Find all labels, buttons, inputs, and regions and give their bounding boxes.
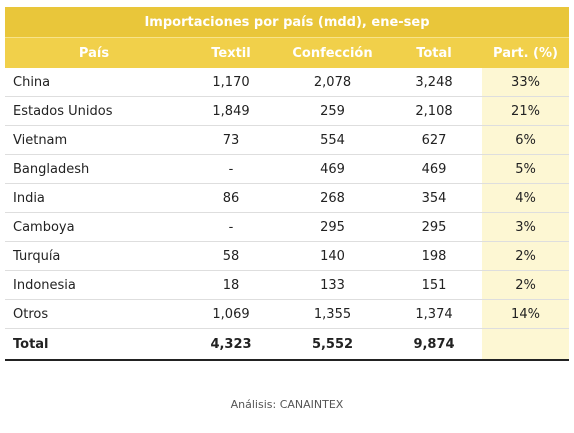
- cell-country: Turquía: [5, 241, 183, 271]
- cell-confeccion: 1,355: [279, 299, 386, 329]
- cell-total: 469: [386, 154, 482, 184]
- cell-total-total: 9,874: [386, 328, 482, 361]
- cell-confeccion: 268: [279, 183, 386, 213]
- table-row: Turquía 58 140 198 2%: [5, 241, 569, 271]
- cell-country: Indonesia: [5, 270, 183, 300]
- cell-share: 2%: [482, 241, 569, 271]
- cell-share: 4%: [482, 183, 569, 213]
- cell-country: China: [5, 68, 183, 97]
- table-row: Indonesia 18 133 151 2%: [5, 270, 569, 300]
- cell-share: 6%: [482, 125, 569, 155]
- cell-total: 151: [386, 270, 482, 300]
- cell-textil: -: [183, 154, 279, 184]
- table-row: Bangladesh - 469 469 5%: [5, 154, 569, 184]
- cell-confeccion: 133: [279, 270, 386, 300]
- cell-textil: 1,849: [183, 96, 279, 126]
- cell-confeccion: 140: [279, 241, 386, 271]
- cell-total-label: Total: [5, 328, 183, 361]
- table-title: Importaciones por país (mdd), ene-sep: [5, 7, 569, 38]
- cell-country: Estados Unidos: [5, 96, 183, 126]
- table-row: Vietnam 73 554 627 6%: [5, 125, 569, 155]
- cell-total: 627: [386, 125, 482, 155]
- column-header-part: Part. (%): [482, 37, 569, 68]
- table-row: India 86 268 354 4%: [5, 183, 569, 213]
- cell-textil: -: [183, 212, 279, 242]
- cell-confeccion: 2,078: [279, 68, 386, 97]
- cell-share: 33%: [482, 68, 569, 97]
- cell-textil: 73: [183, 125, 279, 155]
- table-total-row: Total 4,323 5,552 9,874: [5, 328, 569, 361]
- cell-total: 3,248: [386, 68, 482, 97]
- column-header-pais: País: [5, 37, 183, 68]
- cell-country: Vietnam: [5, 125, 183, 155]
- cell-country: Bangladesh: [5, 154, 183, 184]
- table-title-row: Importaciones por país (mdd), ene-sep: [5, 7, 569, 38]
- table-row: Camboya - 295 295 3%: [5, 212, 569, 242]
- cell-confeccion: 295: [279, 212, 386, 242]
- cell-textil: 58: [183, 241, 279, 271]
- cell-textil: 1,069: [183, 299, 279, 329]
- table-row: Estados Unidos 1,849 259 2,108 21%: [5, 96, 569, 126]
- source-note: Análisis: CANAINTEX: [230, 398, 344, 411]
- cell-total-textil: 4,323: [183, 328, 279, 361]
- cell-share: 14%: [482, 299, 569, 329]
- cell-textil: 18: [183, 270, 279, 300]
- cell-total-share: [482, 328, 569, 361]
- cell-share: 2%: [482, 270, 569, 300]
- cell-confeccion: 259: [279, 96, 386, 126]
- cell-total: 1,374: [386, 299, 482, 329]
- cell-share: 21%: [482, 96, 569, 126]
- cell-share: 3%: [482, 212, 569, 242]
- column-header-textil: Textil: [183, 37, 279, 68]
- cell-total-confeccion: 5,552: [279, 328, 386, 361]
- cell-total: 295: [386, 212, 482, 242]
- column-header-total: Total: [386, 37, 482, 68]
- cell-total: 2,108: [386, 96, 482, 126]
- imports-table-container: Importaciones por país (mdd), ene-sep Pa…: [5, 7, 569, 361]
- cell-confeccion: 469: [279, 154, 386, 184]
- column-header-confeccion: Confección: [279, 37, 386, 68]
- cell-total: 198: [386, 241, 482, 271]
- cell-country: India: [5, 183, 183, 213]
- table-header-row: País Textil Confección Total Part. (%): [5, 37, 569, 68]
- imports-table: Importaciones por país (mdd), ene-sep Pa…: [5, 7, 569, 361]
- cell-total: 354: [386, 183, 482, 213]
- cell-confeccion: 554: [279, 125, 386, 155]
- table-row: Otros 1,069 1,355 1,374 14%: [5, 299, 569, 329]
- cell-country: Camboya: [5, 212, 183, 242]
- cell-country: Otros: [5, 299, 183, 329]
- cell-textil: 86: [183, 183, 279, 213]
- cell-textil: 1,170: [183, 68, 279, 97]
- table-row: China 1,170 2,078 3,248 33%: [5, 68, 569, 97]
- cell-share: 5%: [482, 154, 569, 184]
